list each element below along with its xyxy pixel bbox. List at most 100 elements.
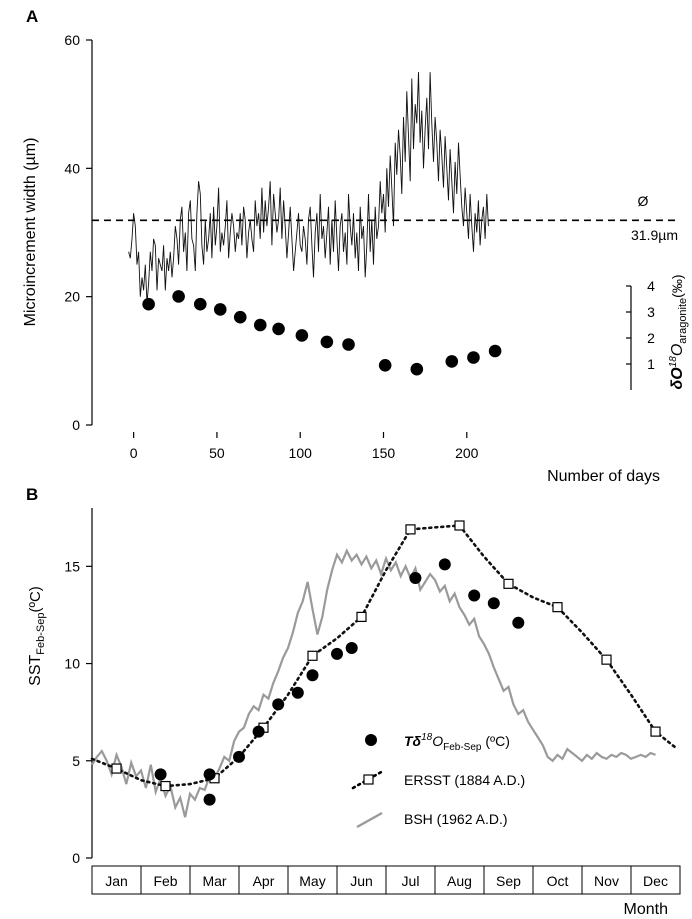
panel-a-d18o-point xyxy=(320,335,334,349)
legend-bsh-line xyxy=(356,811,383,829)
panel-b-month-label: Oct xyxy=(547,873,569,889)
panel-b-td18o-point xyxy=(409,572,422,584)
panel-b-ersst-marker xyxy=(111,763,122,774)
panel-b-td18o-point xyxy=(252,725,265,738)
legend-td18o-marker xyxy=(365,734,377,746)
panel-b-month-label: Nov xyxy=(594,873,619,889)
panel-a-d18o-point xyxy=(467,351,480,364)
panel-a-y-tick-label: 0 xyxy=(72,417,80,433)
panel-a-x-tick-label: 100 xyxy=(289,445,313,461)
panel-a-right-tick-label: 1 xyxy=(647,356,655,372)
y-label-sub: Feb-Sep xyxy=(35,612,47,654)
panel-a-d18o-point xyxy=(342,338,355,351)
panel-b-month-label: Jul xyxy=(402,873,420,889)
panel-a-d18o-point xyxy=(488,344,502,358)
panel-b-ersst-marker xyxy=(650,726,661,737)
panel-a-d18o-point xyxy=(253,318,267,332)
legend-td18o-sup: 18 xyxy=(421,732,433,743)
panel-a-d18o-point xyxy=(193,297,207,311)
panel-b-month-label: Dec xyxy=(643,873,668,889)
panel-a-y-tick-label: 60 xyxy=(64,32,80,48)
panel-a-d18o-point xyxy=(213,303,227,316)
panel-b-td18o-point xyxy=(487,597,500,610)
panel-b-month-label: Feb xyxy=(153,873,177,889)
panel-b-td18o-point xyxy=(306,669,319,682)
panel-b-y-tick-label: 15 xyxy=(64,558,80,574)
panel-a-x-tick-label: 150 xyxy=(372,445,396,461)
panel-a-d18o-point xyxy=(410,362,424,376)
panel-b-td18o-point xyxy=(291,686,304,699)
panel-b-ersst-marker xyxy=(601,654,612,665)
panel-b-ersst-marker xyxy=(307,650,318,661)
panel-a-x-label: Number of days xyxy=(547,468,660,485)
panel-a-d18o-point xyxy=(445,355,459,368)
legend-ersst-marker xyxy=(363,774,374,785)
panel-b-bsh-line xyxy=(91,548,656,818)
panel-b-month-label: Sep xyxy=(496,873,521,889)
panel-a-y-label: Microincrement width (µm) xyxy=(22,138,39,327)
panel-b-td18o-point xyxy=(438,558,451,571)
panel-b-td18o-point xyxy=(512,616,525,629)
legend-td18o-prefix: Tδ xyxy=(404,733,422,749)
panel-b-y-tick-label: 10 xyxy=(64,656,80,672)
panel-b-month-label: Jan xyxy=(105,873,128,889)
panel-a-d18o-point xyxy=(295,329,309,342)
panel-a-x-tick-label: 0 xyxy=(130,445,138,461)
panel-b-td18o-point xyxy=(233,750,245,763)
legend-bsh-label: BSH (1962 A.D.) xyxy=(404,811,508,827)
panel-b-month-label: Apr xyxy=(253,873,275,889)
panel-a-mean-symbol: Ø xyxy=(638,193,649,209)
y-label-main: SST xyxy=(27,654,44,685)
panel-b-td18o-point xyxy=(331,647,343,660)
panel-a-microincrement-line xyxy=(128,72,489,304)
panel-b-month-box xyxy=(630,865,681,895)
panel-b-td18o-point xyxy=(203,768,216,781)
right-label-sup: 18 xyxy=(668,356,679,368)
panel-b-td18o-point xyxy=(203,793,216,806)
panel-b-ersst-line xyxy=(90,524,677,788)
panel-a-label: A xyxy=(26,7,38,26)
panel-a-d18o-point xyxy=(272,322,285,336)
panel-b-y-tick-label: 0 xyxy=(72,850,80,866)
panel-a-right-tick-label: 4 xyxy=(647,278,655,294)
panel-b-ersst-marker xyxy=(454,520,465,531)
panel-b-month-label: Aug xyxy=(447,873,472,889)
legend-td18o-sub: Feb-Sep xyxy=(443,742,482,753)
panel-a-d18o-point xyxy=(378,359,392,372)
panel-b-td18o-point xyxy=(154,768,167,781)
panel-b-month-label: Mar xyxy=(202,873,226,889)
panel-b-label: B xyxy=(26,485,38,504)
right-label-o: O xyxy=(669,344,686,356)
legend-td18o-label: Tδ18OFeb-Sep (ºC) xyxy=(404,732,510,753)
panel-a-right-label: δO18Oaragonite(‰) xyxy=(668,275,689,390)
legend-ersst-label: ERSST (1884 A.D.) xyxy=(404,772,525,788)
right-label-delta: δO xyxy=(669,367,686,390)
panel-b-ersst-marker xyxy=(405,524,416,535)
panel-b-ersst-marker xyxy=(160,780,171,792)
panel-a-x-tick-label: 200 xyxy=(455,445,479,461)
right-label-unit: (‰) xyxy=(669,275,685,298)
panel-a-mean-label: 31.9µm xyxy=(631,227,678,243)
panel-b-ersst-marker xyxy=(503,578,514,589)
legend-td18o-mid: O xyxy=(432,733,443,749)
panel-a-y-tick-label: 40 xyxy=(64,160,80,176)
panel-a-right-tick-label: 3 xyxy=(647,304,655,320)
panel-b-ersst-marker xyxy=(552,602,563,613)
panel-b-y-tick-label: 5 xyxy=(72,753,80,769)
y-label-unit: (ºC) xyxy=(27,586,44,612)
legend-td18o-unit: (ºC) xyxy=(481,733,509,749)
panel-b-month-label: May xyxy=(299,873,325,889)
panel-b-td18o-point xyxy=(345,642,358,654)
panel-a-x-tick-label: 50 xyxy=(209,445,225,461)
panel-a-d18o-point xyxy=(172,290,185,303)
panel-a-d18o-point xyxy=(142,297,155,311)
panel-a-right-tick-label: 2 xyxy=(647,330,655,346)
panel-a-y-tick-label: 20 xyxy=(64,289,80,305)
panel-a-d18o-point xyxy=(233,310,247,324)
panel-b-month-label: Jun xyxy=(350,873,373,889)
right-label-sub: aragonite xyxy=(677,298,689,344)
panel-b-x-label: Month xyxy=(624,901,668,918)
panel-b-td18o-point xyxy=(272,698,285,711)
panel-b-td18o-point xyxy=(468,589,481,602)
